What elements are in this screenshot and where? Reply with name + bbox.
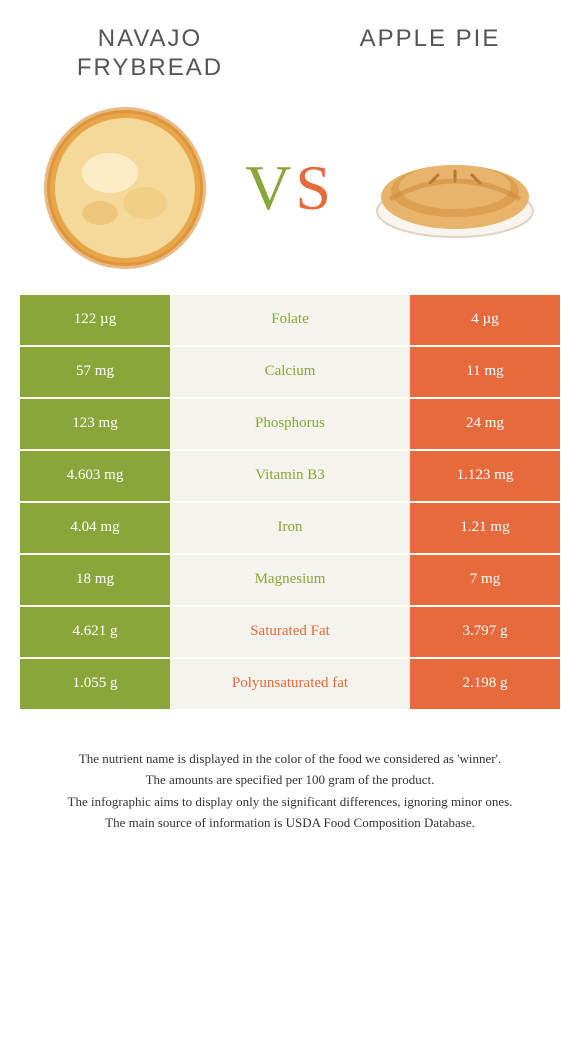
footer-line: The amounts are specified per 100 gram o… — [30, 770, 550, 790]
footer-line: The nutrient name is displayed in the co… — [30, 749, 550, 769]
nutrient-label-cell: Calcium — [170, 347, 410, 397]
left-value-cell: 1.055 g — [20, 659, 170, 709]
left-value-cell: 4.04 mg — [20, 503, 170, 553]
left-value-cell: 122 µg — [20, 295, 170, 345]
right-value-cell: 7 mg — [410, 555, 560, 605]
comparison-table: 122 µgFolate4 µg57 mgCalcium11 mg123 mgP… — [20, 293, 560, 709]
footer-line: The infographic aims to display only the… — [30, 792, 550, 812]
left-food-title: Navajo Frybread — [50, 25, 250, 83]
footer-notes: The nutrient name is displayed in the co… — [0, 709, 580, 833]
vs-label: VS — [245, 151, 335, 225]
header: Navajo Frybread Apple Pie — [0, 0, 580, 93]
right-value-cell: 24 mg — [410, 399, 560, 449]
left-value-cell: 57 mg — [20, 347, 170, 397]
vs-s: S — [295, 152, 335, 223]
images-row: VS — [0, 93, 580, 293]
left-value-cell: 4.603 mg — [20, 451, 170, 501]
table-row: 57 mgCalcium11 mg — [20, 345, 560, 397]
table-row: 18 mgMagnesium7 mg — [20, 553, 560, 605]
apple-pie-image — [370, 103, 540, 273]
left-value-cell: 18 mg — [20, 555, 170, 605]
nutrient-label-cell: Polyunsaturated fat — [170, 659, 410, 709]
nutrient-label-cell: Folate — [170, 295, 410, 345]
right-food-title: Apple Pie — [330, 25, 530, 54]
nutrient-label-cell: Vitamin B3 — [170, 451, 410, 501]
right-value-cell: 1.21 mg — [410, 503, 560, 553]
right-value-cell: 11 mg — [410, 347, 560, 397]
vs-v: V — [245, 152, 295, 223]
table-row: 4.04 mgIron1.21 mg — [20, 501, 560, 553]
right-value-cell: 4 µg — [410, 295, 560, 345]
frybread-image — [40, 103, 210, 273]
nutrient-label-cell: Iron — [170, 503, 410, 553]
table-row: 1.055 gPolyunsaturated fat2.198 g — [20, 657, 560, 709]
right-value-cell: 2.198 g — [410, 659, 560, 709]
right-value-cell: 1.123 mg — [410, 451, 560, 501]
left-value-cell: 4.621 g — [20, 607, 170, 657]
table-row: 123 mgPhosphorus24 mg — [20, 397, 560, 449]
table-row: 4.621 gSaturated Fat3.797 g — [20, 605, 560, 657]
table-row: 4.603 mgVitamin B31.123 mg — [20, 449, 560, 501]
right-value-cell: 3.797 g — [410, 607, 560, 657]
footer-line: The main source of information is USDA F… — [30, 813, 550, 833]
nutrient-label-cell: Magnesium — [170, 555, 410, 605]
nutrient-label-cell: Phosphorus — [170, 399, 410, 449]
nutrient-label-cell: Saturated Fat — [170, 607, 410, 657]
left-value-cell: 123 mg — [20, 399, 170, 449]
table-row: 122 µgFolate4 µg — [20, 293, 560, 345]
